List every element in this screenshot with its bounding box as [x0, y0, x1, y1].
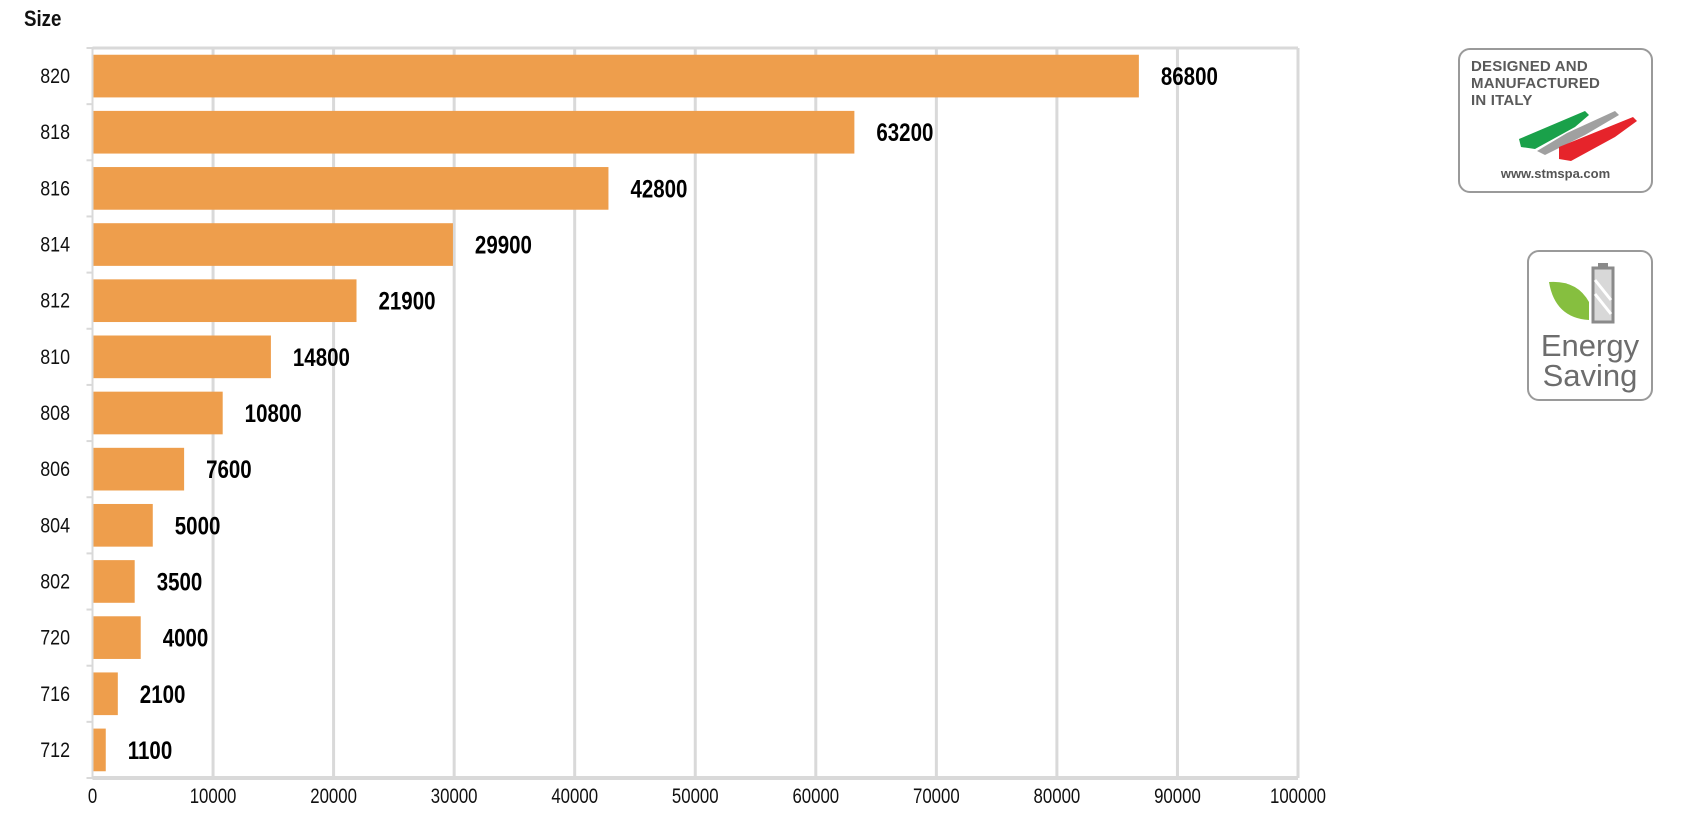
x-tick-label: 70000 — [913, 785, 960, 808]
leaf-battery-icon — [1549, 263, 1615, 324]
data-label: 1100 — [128, 736, 172, 764]
data-label: 10800 — [245, 399, 302, 427]
data-label: 21900 — [379, 287, 436, 315]
y-tick-label: 808 — [40, 402, 70, 426]
x-tick-label: 100000 — [1270, 785, 1326, 808]
bar — [93, 616, 141, 659]
data-label: 5000 — [175, 511, 221, 539]
bar — [93, 54, 1139, 98]
y-axis-title: Size — [24, 8, 61, 32]
data-label: 4000 — [163, 624, 209, 652]
x-tick-label: 30000 — [431, 785, 478, 808]
bar — [93, 728, 106, 772]
bar — [93, 167, 609, 210]
italy-badge-line: MANUFACTURED — [1471, 75, 1601, 92]
bar-chart: Size 820 86800 818 63200 816 42800 814 29900 812 2… — [24, 8, 1326, 809]
y-tick-label: 716 — [40, 682, 70, 706]
data-label: 2100 — [140, 680, 186, 708]
bar — [93, 447, 185, 491]
y-tick-label: 804 — [40, 514, 70, 538]
bar — [93, 503, 153, 547]
y-tick-label: 818 — [40, 121, 70, 145]
y-tick-label: 802 — [40, 570, 70, 594]
y-tick-label: 810 — [40, 346, 70, 370]
y-tick-label: 806 — [40, 458, 70, 482]
website-url: www.stmspa.com — [1500, 166, 1611, 181]
data-label: 7600 — [206, 455, 252, 483]
bar — [93, 391, 223, 435]
data-label: 86800 — [1161, 62, 1218, 90]
data-label: 42800 — [630, 174, 687, 202]
italian-flag-brush-icon — [1519, 111, 1637, 161]
data-label: 63200 — [876, 118, 933, 146]
x-tick-label: 0 — [88, 785, 97, 808]
x-tick-label: 60000 — [792, 785, 839, 808]
y-tick-label: 816 — [40, 177, 70, 201]
x-tick-label: 10000 — [190, 785, 237, 808]
y-tick-label: 712 — [40, 739, 70, 763]
data-label: 14800 — [293, 343, 350, 371]
bar — [93, 335, 271, 379]
x-tick-label: 90000 — [1154, 785, 1201, 808]
y-tick-label: 820 — [40, 65, 70, 89]
bar — [93, 110, 855, 154]
y-tick-label: 720 — [40, 626, 70, 650]
x-tick-label: 20000 — [310, 785, 357, 808]
italy-badge-line: IN ITALY — [1471, 92, 1533, 109]
x-tick-label: 40000 — [551, 785, 598, 808]
y-tick-label: 814 — [40, 233, 70, 257]
made-in-italy-badge: DESIGNED AND MANUFACTURED IN ITALY www.s… — [1458, 48, 1653, 193]
bar — [93, 223, 453, 266]
data-label: 3500 — [157, 567, 203, 595]
data-label: 29900 — [475, 231, 532, 259]
x-tick-label: 80000 — [1034, 785, 1081, 808]
bar — [93, 279, 357, 323]
y-tick-label: 812 — [40, 289, 70, 313]
bar — [93, 560, 135, 603]
bar — [93, 672, 118, 716]
energy-saving-badge: Energy Saving — [1527, 250, 1653, 401]
x-tick-label: 50000 — [672, 785, 719, 808]
energy-label: Energy — [1540, 328, 1640, 363]
saving-label: Saving — [1542, 358, 1638, 393]
italy-badge-line: DESIGNED AND — [1471, 58, 1588, 75]
